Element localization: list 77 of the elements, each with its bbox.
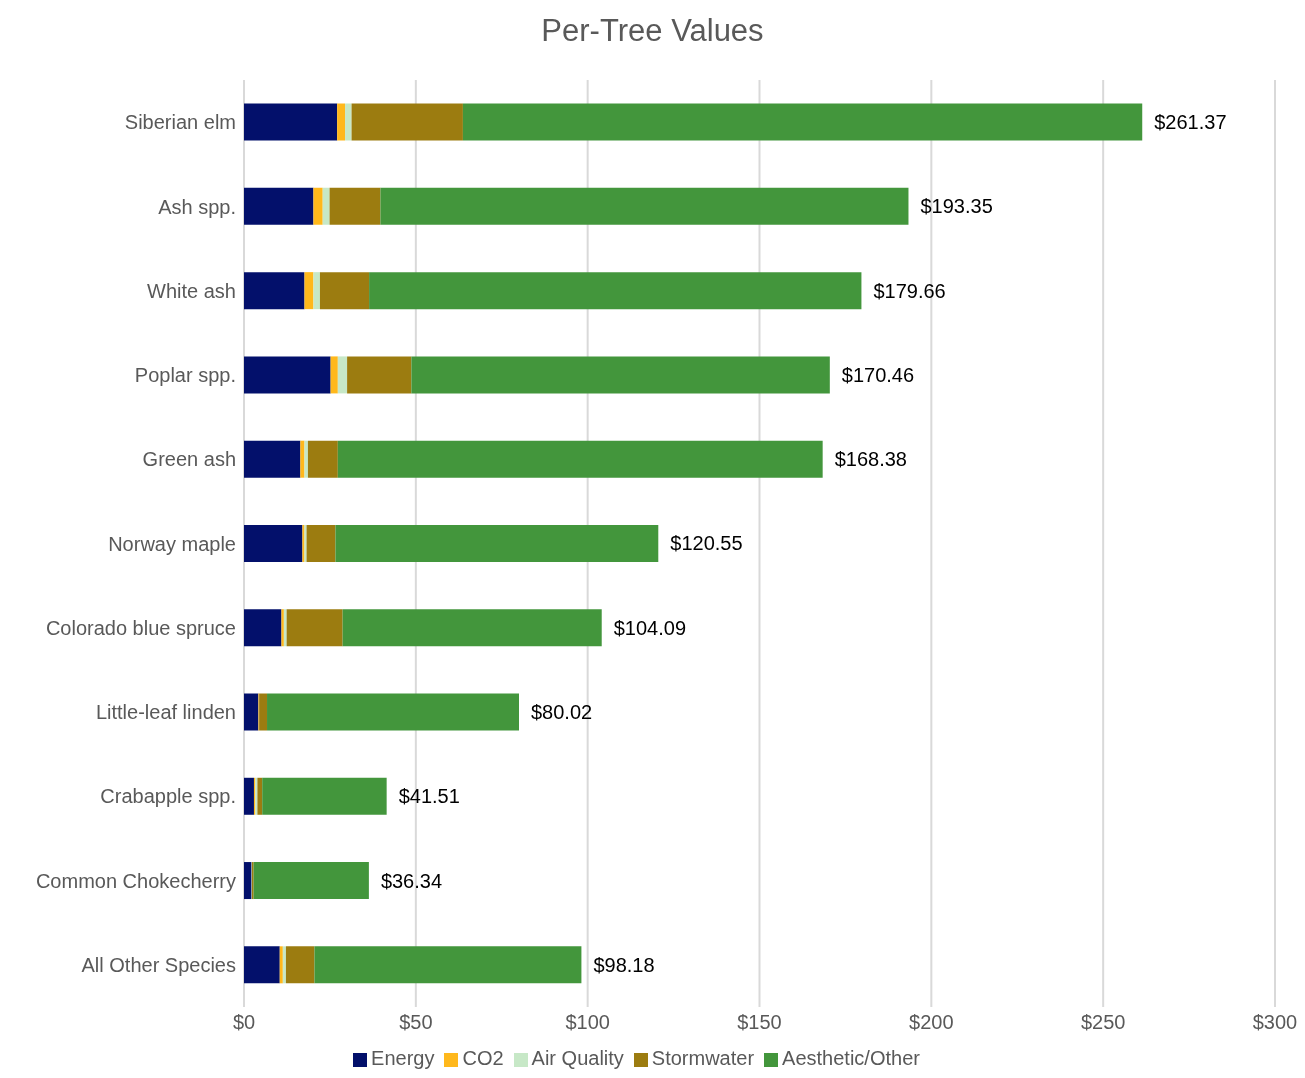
bar — [244, 862, 252, 900]
y-tick-label: Colorado blue spruce — [45, 616, 236, 639]
bar — [322, 187, 330, 225]
legend-label: Energy — [371, 1047, 435, 1069]
bar — [300, 440, 305, 478]
bar — [253, 862, 369, 900]
y-tick-label: Norway maple — [108, 532, 236, 555]
bar — [330, 356, 338, 394]
bar — [319, 272, 370, 310]
total-label: $104.09 — [613, 616, 687, 639]
bar — [307, 440, 338, 478]
x-tick-label: $100 — [565, 1011, 610, 1034]
y-tick-label: Little-leaf linden — [95, 701, 236, 724]
legend-label: Aesthetic/Other — [782, 1047, 920, 1069]
total-label: $41.51 — [398, 785, 460, 808]
bar — [244, 609, 282, 647]
y-tick-label: All Other Species — [81, 953, 236, 976]
bar — [262, 777, 387, 815]
y-tick-label: Crabapple spp. — [100, 785, 236, 808]
bar — [244, 693, 259, 731]
bar — [337, 356, 348, 394]
bar — [267, 693, 519, 731]
bar — [342, 609, 602, 647]
y-tick-label: Ash spp. — [158, 195, 236, 218]
y-tick-label: White ash — [147, 279, 236, 302]
x-tick-label: $250 — [1080, 1011, 1126, 1034]
bar — [347, 356, 412, 394]
total-label: $98.18 — [593, 953, 655, 976]
x-tick-label: $200 — [909, 1011, 954, 1034]
total-label: $120.55 — [670, 532, 743, 555]
bar — [304, 440, 308, 478]
bar — [314, 946, 582, 984]
bar — [285, 946, 315, 984]
total-label: $261.37 — [1154, 111, 1227, 134]
bar — [244, 440, 301, 478]
x-tick-label: $0 — [232, 1011, 256, 1034]
bar — [244, 272, 305, 310]
bar — [337, 440, 823, 478]
y-tick-label: Siberian elm — [124, 111, 236, 134]
legend-label: CO2 — [462, 1047, 504, 1069]
total-label: $36.34 — [380, 869, 443, 892]
x-tick-label: $150 — [737, 1011, 782, 1034]
bar — [351, 103, 463, 141]
bar — [244, 777, 254, 815]
bar — [306, 524, 336, 562]
total-label: $193.35 — [920, 195, 993, 218]
bar — [462, 103, 1143, 141]
total-label: $80.02 — [531, 701, 593, 724]
total-label: $168.38 — [834, 448, 907, 471]
bar — [411, 356, 830, 394]
bar — [244, 356, 331, 394]
legend-label: Stormwater — [651, 1047, 755, 1069]
bar — [380, 187, 909, 225]
total-label: $170.46 — [841, 363, 915, 386]
bar — [335, 524, 659, 562]
bar — [345, 103, 352, 141]
bar — [313, 272, 320, 310]
bar — [313, 187, 323, 225]
x-tick-label: $50 — [399, 1011, 433, 1034]
legend-label: Air Quality — [531, 1047, 624, 1069]
y-tick-label: Poplar spp. — [134, 364, 236, 387]
bar — [244, 187, 314, 225]
bar — [244, 103, 338, 141]
bar — [337, 103, 346, 141]
total-label: $179.66 — [873, 279, 946, 302]
bar — [257, 777, 263, 815]
y-tick-label: Common Chokecherry — [35, 869, 236, 892]
bar — [286, 609, 343, 647]
bar — [369, 272, 862, 310]
y-tick-label: Green ash — [142, 448, 236, 471]
bar — [259, 693, 268, 731]
bar — [244, 524, 303, 562]
bar — [244, 946, 280, 984]
bar — [304, 272, 314, 310]
chart-title: Per-Tree Values — [540, 12, 765, 50]
x-tick-label: $300 — [1252, 1011, 1298, 1034]
bar — [329, 187, 381, 225]
